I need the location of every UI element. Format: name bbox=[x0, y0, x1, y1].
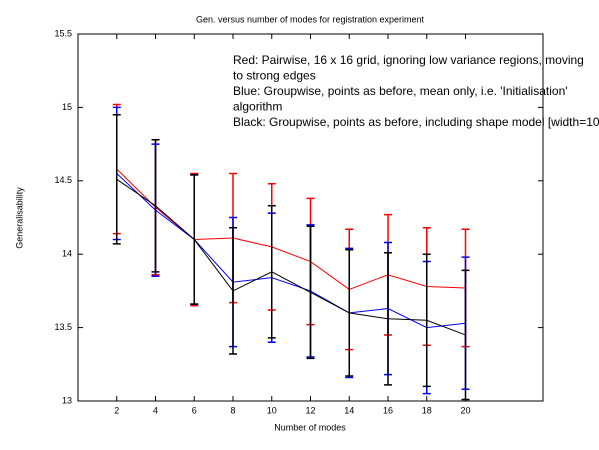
x-tick-label: 16 bbox=[383, 405, 393, 415]
series-line bbox=[116, 168, 466, 290]
annotation: Blue: Groupwise, points as before, mean … bbox=[233, 84, 568, 98]
series-line bbox=[116, 173, 466, 329]
x-tick-label: 10 bbox=[267, 405, 277, 415]
error-bar bbox=[422, 253, 431, 388]
y-tick-label: 15.5 bbox=[54, 28, 72, 38]
x-tick-label: 18 bbox=[422, 405, 432, 415]
error-bar bbox=[229, 227, 237, 355]
y-tick-label: 14 bbox=[62, 249, 72, 259]
x-tick-label: 2 bbox=[114, 405, 119, 415]
y-axis-label: Generalisability bbox=[14, 187, 24, 249]
x-tick-label: 20 bbox=[460, 405, 470, 415]
y-tick-label: 13.5 bbox=[54, 322, 72, 332]
error-bar bbox=[345, 249, 354, 377]
y-tick-label: 13 bbox=[62, 395, 72, 405]
error-bar bbox=[190, 174, 199, 305]
y-tick-label: 15 bbox=[62, 102, 72, 112]
annotation: Red: Pairwise, 16 x 16 grid, ignoring lo… bbox=[233, 53, 584, 67]
x-tick-label: 8 bbox=[230, 405, 235, 415]
x-tick-label: 4 bbox=[153, 405, 158, 415]
error-bar bbox=[267, 205, 276, 339]
x-tick-label: 6 bbox=[192, 405, 197, 415]
x-axis-label: Number of modes bbox=[274, 422, 346, 432]
x-tick-label: 14 bbox=[344, 405, 354, 415]
y-tick-label: 14.5 bbox=[54, 175, 72, 185]
error-bar bbox=[151, 138, 160, 273]
annotation: to strong edges bbox=[233, 69, 316, 83]
annotation: algorithm bbox=[233, 100, 282, 114]
error-bar bbox=[461, 269, 470, 401]
error-bar bbox=[306, 225, 315, 360]
error-bar bbox=[384, 251, 392, 386]
series-line bbox=[116, 178, 466, 336]
annotation: Black: Groupwise, points as before, incl… bbox=[233, 115, 599, 129]
x-tick-label: 12 bbox=[305, 405, 315, 415]
chart-title: Gen. versus number of modes for registra… bbox=[196, 14, 425, 24]
error-bar bbox=[112, 113, 121, 245]
